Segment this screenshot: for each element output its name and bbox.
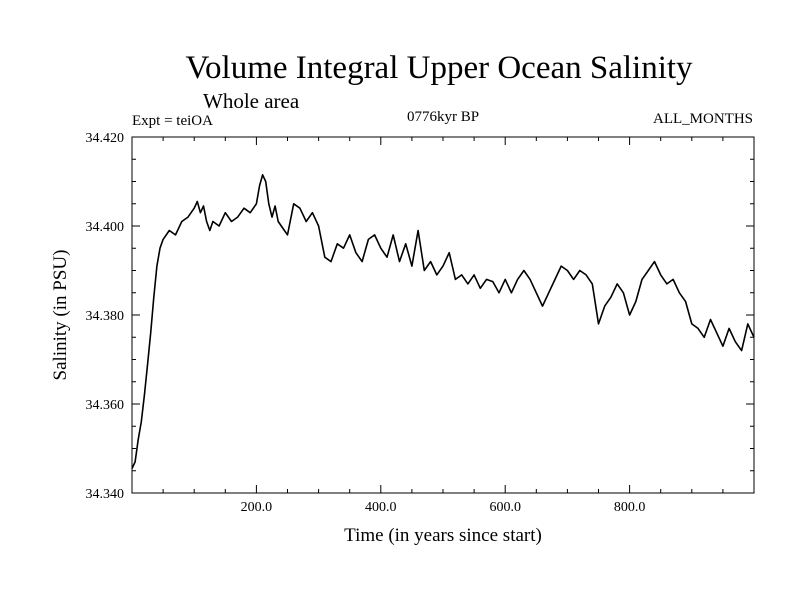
- chart-subtitle: Whole area: [203, 89, 300, 113]
- y-tick-label: 34.360: [86, 398, 125, 413]
- period-label: 0776kyr BP: [407, 109, 479, 125]
- x-axis-label: Time (in years since start): [344, 525, 542, 546]
- y-axis-label: Salinity (in PSU): [50, 250, 71, 381]
- x-tick-label: 200.0: [241, 500, 273, 515]
- experiment-label: Expt = teiOA: [132, 113, 213, 129]
- months-label: ALL_MONTHS: [653, 111, 753, 127]
- salinity-series-line: [131, 174, 755, 469]
- plot-frame: [131, 136, 755, 494]
- y-tick-label: 34.420: [86, 131, 125, 146]
- y-tick-label: 34.380: [86, 309, 125, 324]
- x-axis: 200.0 400.0 600.0 800.0: [162, 137, 724, 515]
- chart-title: Volume Integral Upper Ocean Salinity: [185, 50, 693, 86]
- y-axis: 34.340 34.360 34.380 34.400 34.420: [86, 131, 754, 502]
- x-tick-label: 800.0: [614, 500, 646, 515]
- y-tick-label: 34.340: [86, 487, 125, 502]
- x-tick-label: 600.0: [489, 500, 521, 515]
- x-tick-label: 400.0: [365, 500, 397, 515]
- y-tick-label: 34.400: [86, 220, 125, 235]
